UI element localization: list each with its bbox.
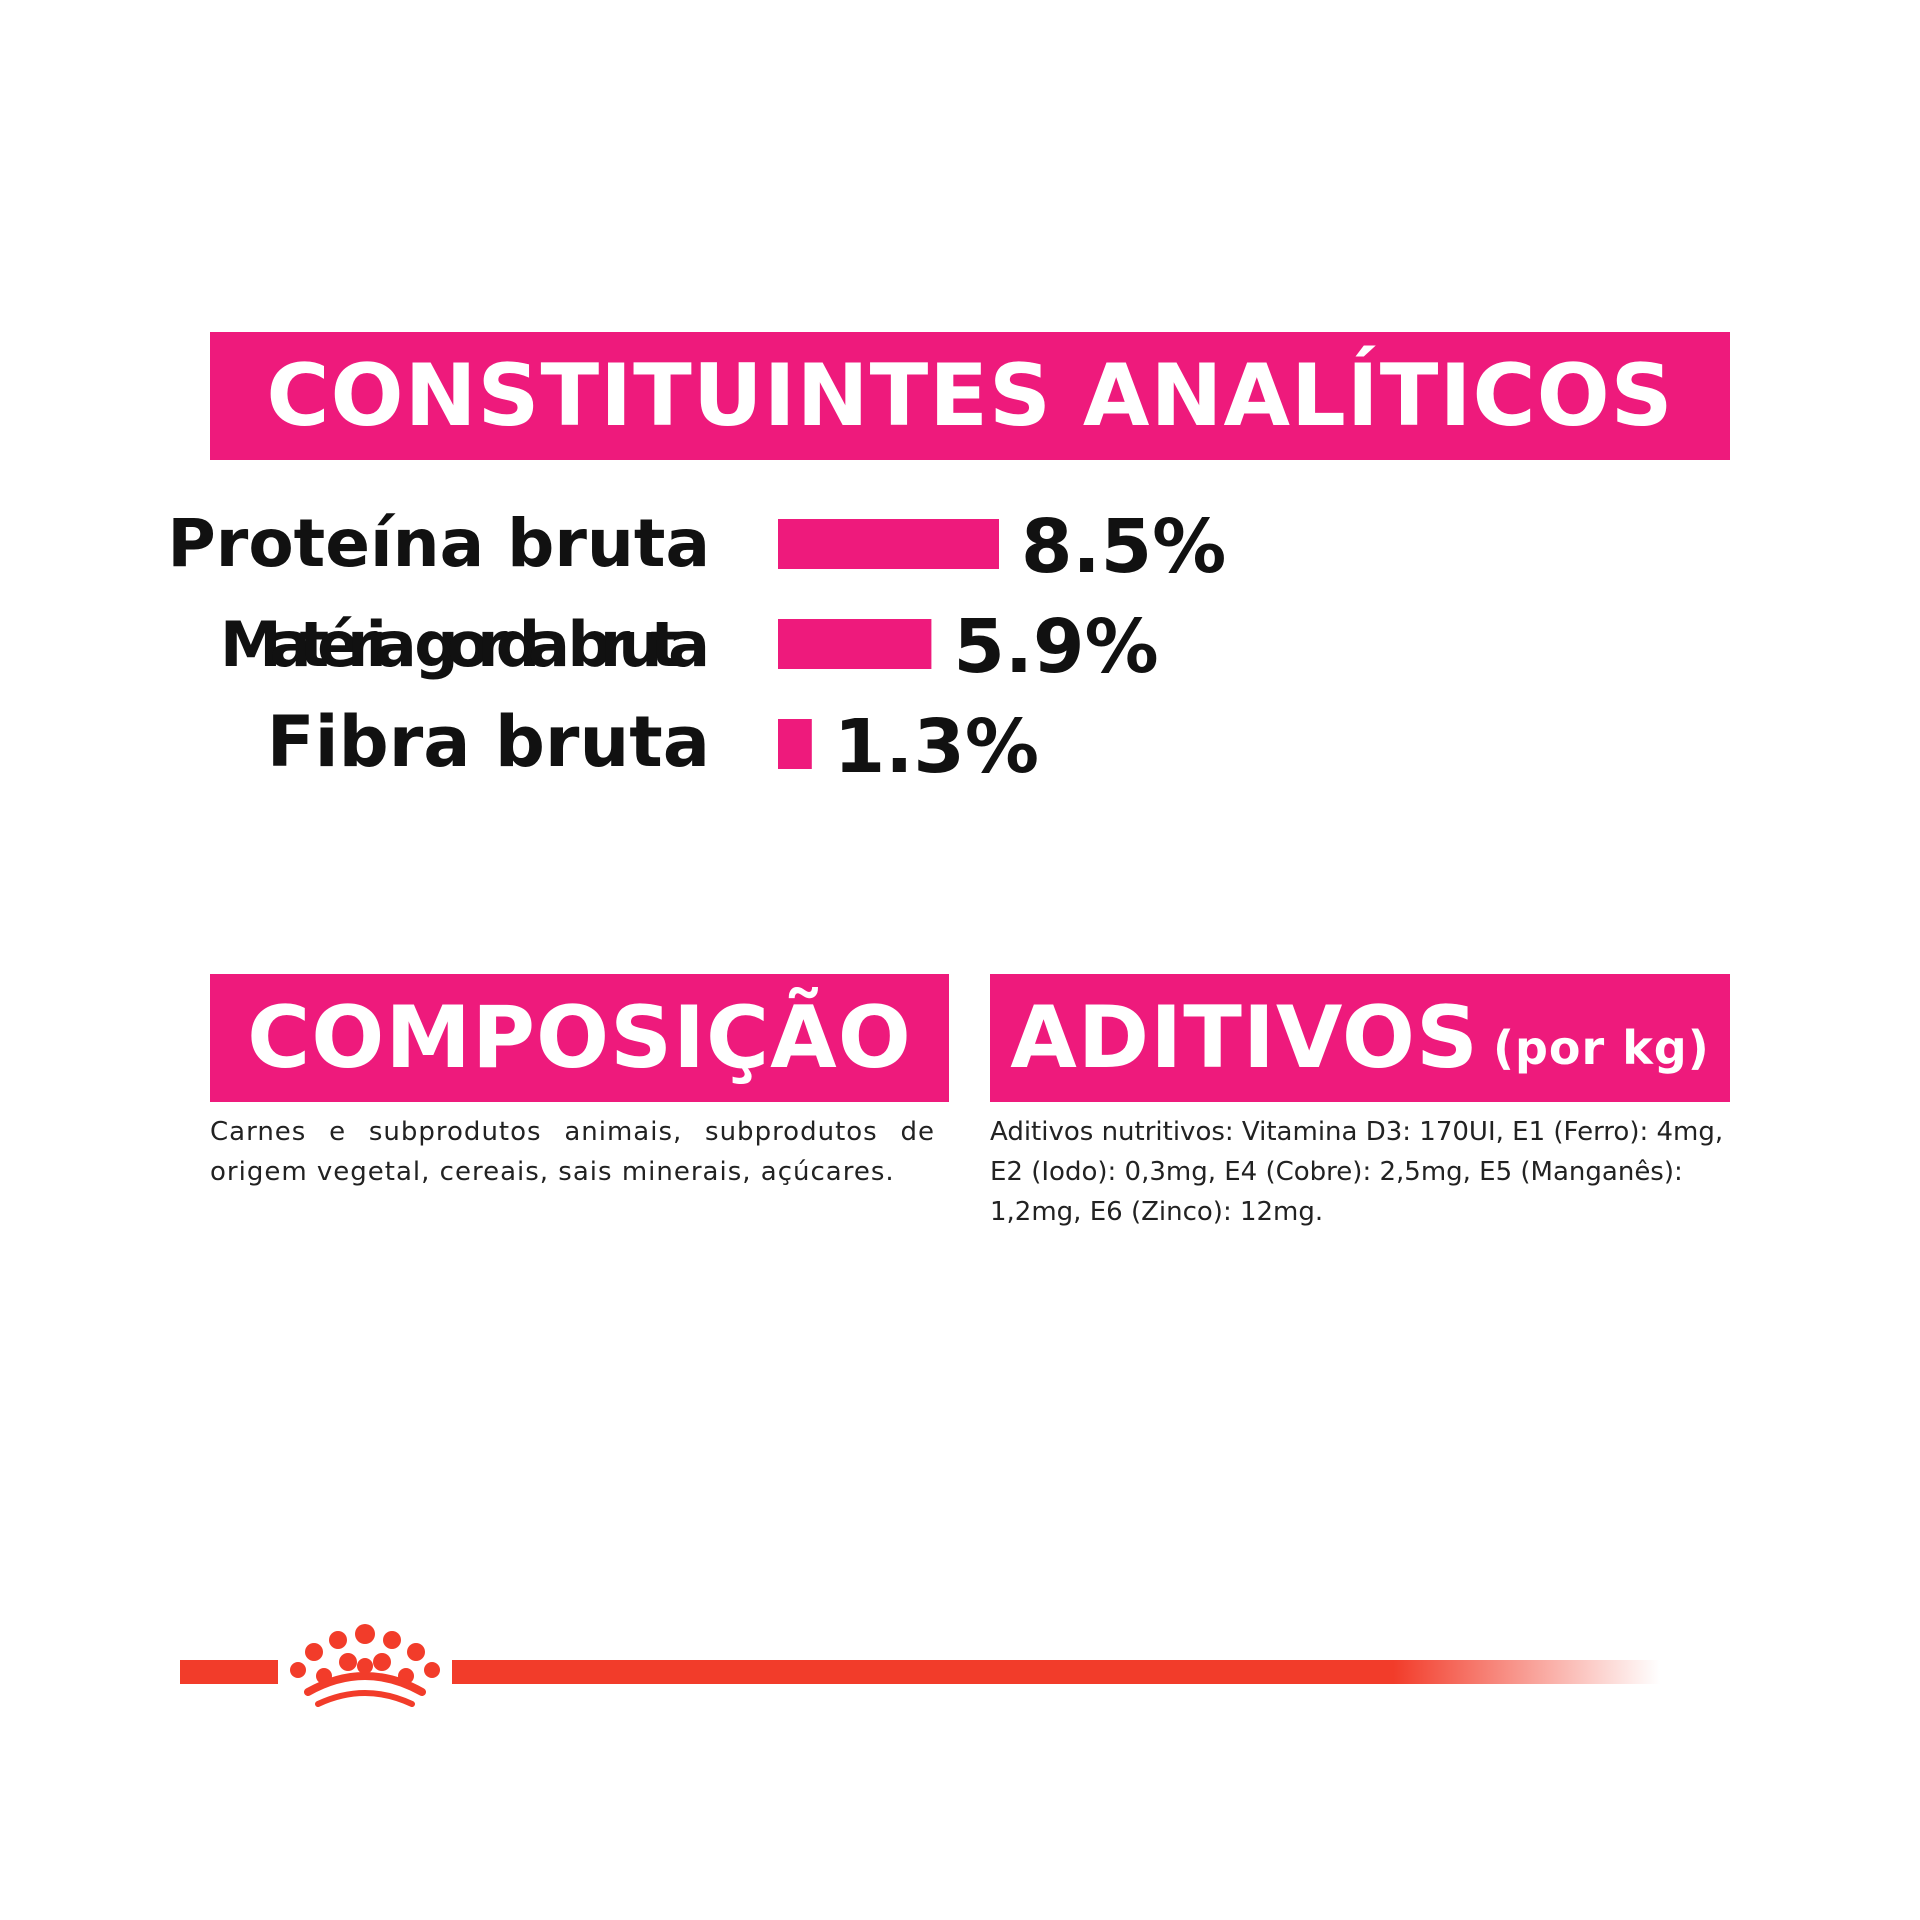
bar <box>778 719 812 769</box>
bar <box>778 619 932 669</box>
analytic-bar-chart: Proteína bruta 8.5% Matéria gorda bruta 5.9… <box>167 504 1226 790</box>
value-label: 1.3% <box>834 704 1039 790</box>
category-label: Fibra bruta <box>267 701 710 783</box>
crown-icon <box>278 1620 452 1712</box>
bar <box>778 519 999 569</box>
additives-title: ADITIVOS <box>1010 988 1479 1088</box>
value-label: 8.5% <box>1021 504 1226 590</box>
analytic-constituents-banner: CONSTITUINTES ANALÍTICOS <box>210 332 1730 460</box>
composition-banner: COMPOSIÇÃO <box>210 974 949 1102</box>
additives-text: Aditivos nutritivos: Vitamina D3: 170UI,… <box>990 1117 1724 1227</box>
analytic-constituents-title: CONSTITUINTES ANALÍTICOS <box>266 346 1674 446</box>
category-label: Matéria gorda bruta <box>220 608 710 681</box>
value-label: 5.9% <box>953 604 1158 690</box>
composition-title: COMPOSIÇÃO <box>247 988 912 1088</box>
category-label: Proteína bruta <box>167 505 710 582</box>
additives-unit: (por kg) <box>1492 1021 1710 1075</box>
additives-banner: ADITIVOS (por kg) <box>990 974 1730 1102</box>
composition-text: Carnes e subprodutos animais, subproduto… <box>210 1117 935 1187</box>
